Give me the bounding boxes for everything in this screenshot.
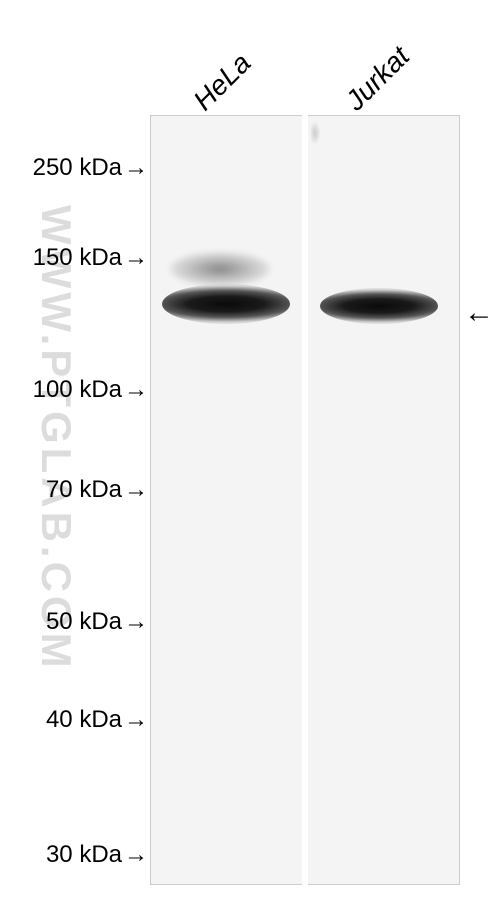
arrow-right-icon: →	[124, 841, 148, 869]
molecular-weight-marker: 70 kDa→	[46, 476, 148, 504]
band-smear	[170, 252, 270, 286]
marker-weight-text: 30 kDa	[46, 841, 122, 868]
marker-weight-text: 70 kDa	[46, 476, 122, 503]
molecular-weight-marker: 30 kDa→	[46, 841, 148, 869]
lane-label: HeLa	[187, 47, 257, 117]
lane-label: Jurkat	[339, 40, 416, 117]
arrow-right-icon: →	[124, 706, 148, 734]
lane-labels-group: HeLa Jurkat	[0, 0, 500, 120]
marker-weight-text: 50 kDa	[46, 608, 122, 635]
protein-band	[162, 284, 290, 324]
molecular-weight-marker: 150 kDa→	[33, 244, 148, 272]
marker-weight-text: 250 kDa	[33, 154, 122, 181]
arrow-right-icon: →	[124, 608, 148, 636]
molecular-weight-marker: 50 kDa→	[46, 608, 148, 636]
arrow-right-icon: →	[124, 154, 148, 182]
arrow-right-icon: →	[124, 244, 148, 272]
target-band-arrow: ←	[464, 296, 494, 330]
molecular-weight-marker: 40 kDa→	[46, 706, 148, 734]
marker-weight-text: 150 kDa	[33, 244, 122, 271]
lane-divider	[302, 115, 308, 885]
faint-artifact	[310, 122, 320, 144]
blot-figure: WWW.PTGLAB.COM HeLaJurkat 250 kDa→150 kD…	[0, 0, 500, 903]
molecular-weight-marker: 100 kDa→	[33, 376, 148, 404]
protein-band	[320, 288, 438, 324]
marker-weight-text: 40 kDa	[46, 706, 122, 733]
arrow-right-icon: →	[124, 476, 148, 504]
watermark-text: WWW.PTGLAB.COM	[32, 205, 80, 672]
molecular-weight-marker: 250 kDa→	[33, 154, 148, 182]
arrow-right-icon: →	[124, 376, 148, 404]
marker-weight-text: 100 kDa	[33, 376, 122, 403]
